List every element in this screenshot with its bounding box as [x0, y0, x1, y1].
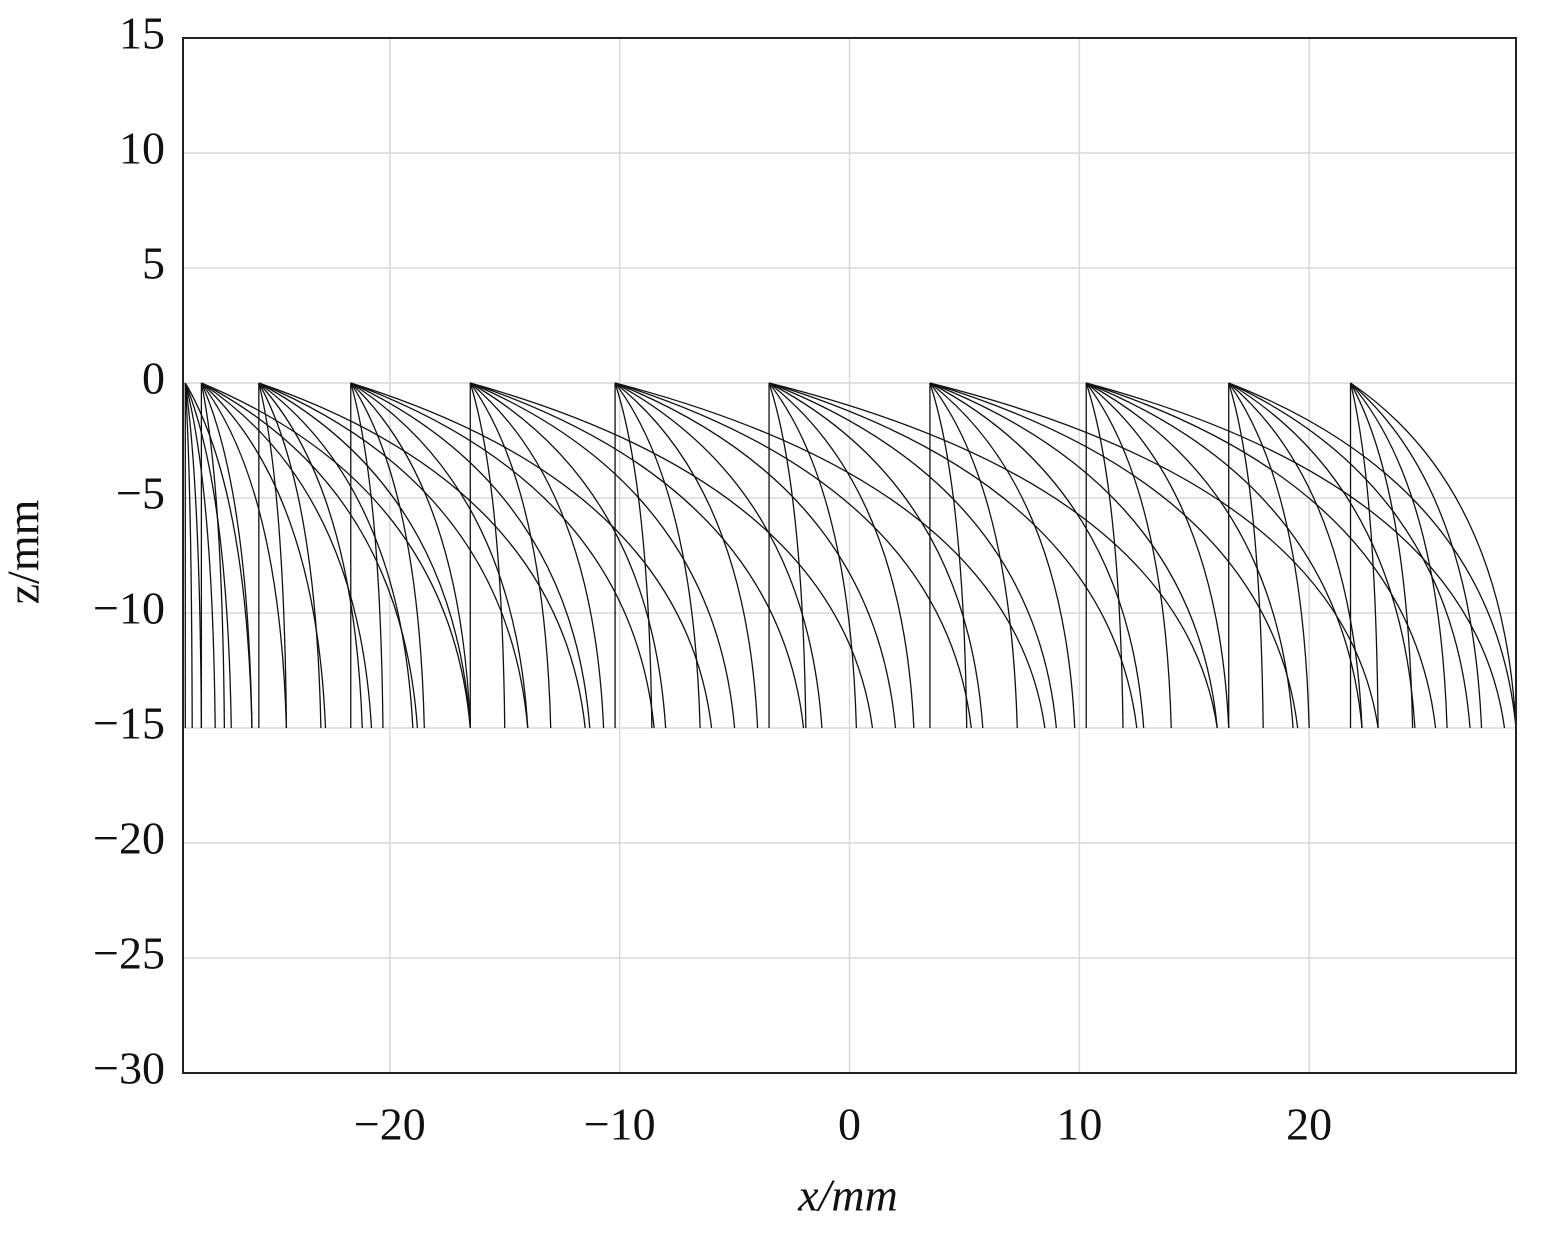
ray [768, 382, 915, 729]
ray [768, 382, 1218, 729]
ray [469, 382, 667, 729]
ray [768, 382, 984, 729]
ray [768, 382, 807, 729]
ray [1085, 382, 1172, 729]
ray [200, 382, 327, 729]
ray [258, 382, 586, 729]
ray [929, 382, 1076, 729]
ray [929, 382, 1145, 729]
ray [768, 382, 858, 729]
ray [470, 382, 874, 729]
ray [469, 382, 552, 729]
ray [258, 382, 322, 729]
ray [201, 382, 373, 729]
y-tick-label: 10 [119, 123, 165, 174]
ray [929, 382, 1379, 729]
ray [768, 382, 1057, 729]
ray [470, 382, 805, 729]
ray [1349, 382, 1379, 729]
ray [1085, 382, 1230, 729]
ray [614, 382, 759, 729]
x-tick-label: −20 [354, 1099, 426, 1150]
ray [350, 382, 384, 729]
ray [200, 382, 288, 729]
ray [201, 382, 419, 729]
ray [258, 382, 288, 729]
y-tick-label: 0 [142, 353, 165, 404]
ray [469, 382, 605, 729]
x-tick-label: 20 [1286, 1099, 1332, 1150]
ray [929, 382, 1299, 729]
x-tick-label: −10 [584, 1099, 656, 1150]
x-tick-label: 10 [1056, 1099, 1102, 1150]
ray [1228, 382, 1471, 729]
ray [614, 382, 972, 729]
y-tick-label: −15 [93, 698, 165, 749]
ray [1228, 382, 1517, 729]
ray [1085, 382, 1363, 729]
y-tick-label: 15 [119, 8, 165, 59]
ray [350, 382, 591, 729]
ray [1228, 382, 1264, 729]
y-tick-label: −10 [93, 583, 165, 634]
y-tick-label: 5 [142, 238, 165, 289]
ray [258, 382, 414, 729]
ray [469, 382, 506, 729]
ray [1086, 382, 1506, 729]
ray [200, 382, 226, 729]
y-tick-label: −25 [93, 928, 165, 979]
ray [258, 382, 529, 729]
ray [1228, 382, 1416, 729]
ray [258, 382, 471, 729]
ray [929, 382, 1218, 729]
ray [350, 382, 471, 729]
ray [1350, 382, 1483, 729]
ray [768, 382, 1138, 729]
ray [614, 382, 1046, 729]
ray [1228, 382, 1363, 729]
y-tick-label: −20 [93, 813, 165, 864]
ray [1085, 382, 1124, 729]
ray [350, 382, 655, 729]
plot-frame [182, 37, 1517, 1074]
ray [614, 382, 897, 729]
ray [184, 382, 193, 729]
ray [1350, 382, 1448, 729]
ray [1085, 382, 1294, 729]
ray [929, 382, 968, 729]
y-axis-label: z/mm [0, 499, 49, 604]
ray [350, 382, 529, 729]
ray [1349, 382, 1414, 729]
ray [184, 382, 216, 729]
ray [258, 382, 363, 729]
ray [1350, 382, 1517, 729]
ray [470, 382, 736, 729]
ray [614, 382, 653, 729]
ray [1228, 382, 1310, 729]
x-tick-label: 0 [838, 1099, 861, 1150]
ray [200, 382, 253, 729]
y-tick-label: −30 [93, 1043, 165, 1094]
ray [614, 382, 823, 729]
ray [350, 382, 425, 729]
ray [350, 382, 713, 729]
ray [614, 382, 701, 729]
ray [929, 382, 1018, 729]
x-axis-label: x/mm [797, 1170, 898, 1221]
ray [1086, 382, 1437, 729]
y-tick-label: −5 [116, 468, 165, 519]
